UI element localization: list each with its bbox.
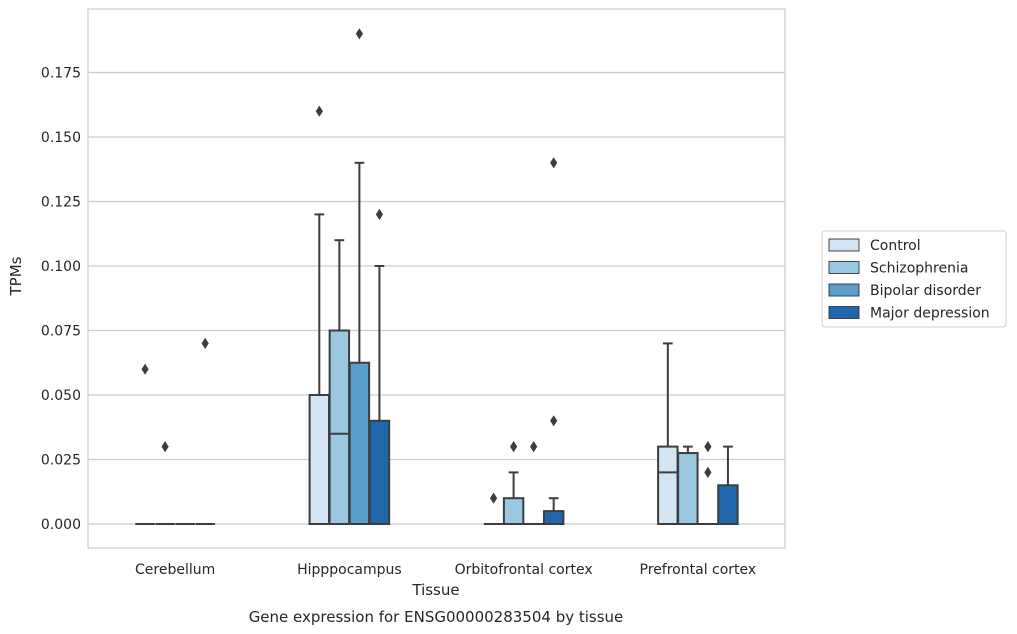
box-group xyxy=(328,239,351,525)
box xyxy=(368,419,391,525)
box xyxy=(348,361,371,525)
box-group xyxy=(717,445,739,525)
boxes xyxy=(135,28,739,526)
box-group xyxy=(542,157,565,526)
x-tick-label: Orbitofrontal cortex xyxy=(455,562,593,578)
y-tick-label: 0.125 xyxy=(41,195,81,211)
y-tick-label: 0.050 xyxy=(41,388,81,404)
x-tick-label: Prefrontal cortex xyxy=(640,562,757,578)
x-axis-title: Tissue xyxy=(411,581,459,599)
outlier-point xyxy=(375,208,384,220)
box xyxy=(677,452,699,525)
outlier-point xyxy=(530,441,538,453)
legend-label: Schizophrenia xyxy=(870,261,968,277)
box-group xyxy=(135,363,155,525)
outlier-point xyxy=(355,28,363,40)
box-group xyxy=(677,445,699,525)
box-group xyxy=(483,492,504,525)
legend-swatch xyxy=(828,283,860,297)
box xyxy=(502,497,525,526)
legend-swatch xyxy=(828,261,860,274)
legend-label: Major depression xyxy=(870,306,990,322)
box-group xyxy=(155,441,175,525)
outlier-point xyxy=(550,415,558,427)
y-tick-label: 0.075 xyxy=(41,324,81,340)
y-axis-ticks: 0.000 0.025 0.050 0.075 0.100 0.125 0.150 0.175 xyxy=(41,66,81,534)
box xyxy=(717,484,739,525)
y-tick-label: 0.175 xyxy=(41,66,81,82)
outlier-point xyxy=(704,441,712,453)
legend-label: Bipolar disorder xyxy=(870,283,981,299)
outlier-point xyxy=(315,105,323,117)
box xyxy=(542,510,565,526)
legend-swatch xyxy=(828,306,860,319)
box-group xyxy=(523,441,544,525)
legend-swatch xyxy=(828,238,860,252)
box-group xyxy=(308,105,331,525)
legend-frame xyxy=(821,230,1007,328)
box xyxy=(308,394,331,525)
outlier-point xyxy=(704,466,712,478)
box xyxy=(328,329,351,525)
x-tick-label: Hipppocampus xyxy=(297,562,402,578)
y-axis-title: TPMs xyxy=(7,256,25,296)
legend: Control Schizophrenia Bipolar disorder Majo… xyxy=(821,230,1007,328)
legend-label: Control xyxy=(870,238,921,254)
box-group xyxy=(698,441,718,525)
x-axis-ticks: Cerebellum Hipppocampus Orbitofrontal cort… xyxy=(135,562,756,578)
outlier-point xyxy=(510,441,518,453)
chart-caption: Gene expression for ENSG00000283504 by t… xyxy=(249,608,624,626)
box-group xyxy=(368,208,391,525)
outlier-point xyxy=(201,337,209,349)
outlier-point xyxy=(161,441,169,453)
legend-items: Control Schizophrenia Bipolar disorder Majo… xyxy=(828,238,990,322)
y-tick-label: 0.025 xyxy=(41,453,81,469)
x-tick-label: Cerebellum xyxy=(135,562,215,578)
plot-frame xyxy=(87,8,786,549)
box-group xyxy=(195,337,215,525)
box-group xyxy=(348,28,371,525)
y-tick-label: 0.000 xyxy=(41,517,81,533)
outlier-point xyxy=(550,157,558,169)
y-tick-label: 0.100 xyxy=(41,259,81,275)
outlier-point xyxy=(489,492,498,504)
outlier-point xyxy=(141,363,149,375)
box xyxy=(657,445,679,526)
box-group xyxy=(502,441,525,526)
y-tick-label: 0.150 xyxy=(41,130,81,146)
